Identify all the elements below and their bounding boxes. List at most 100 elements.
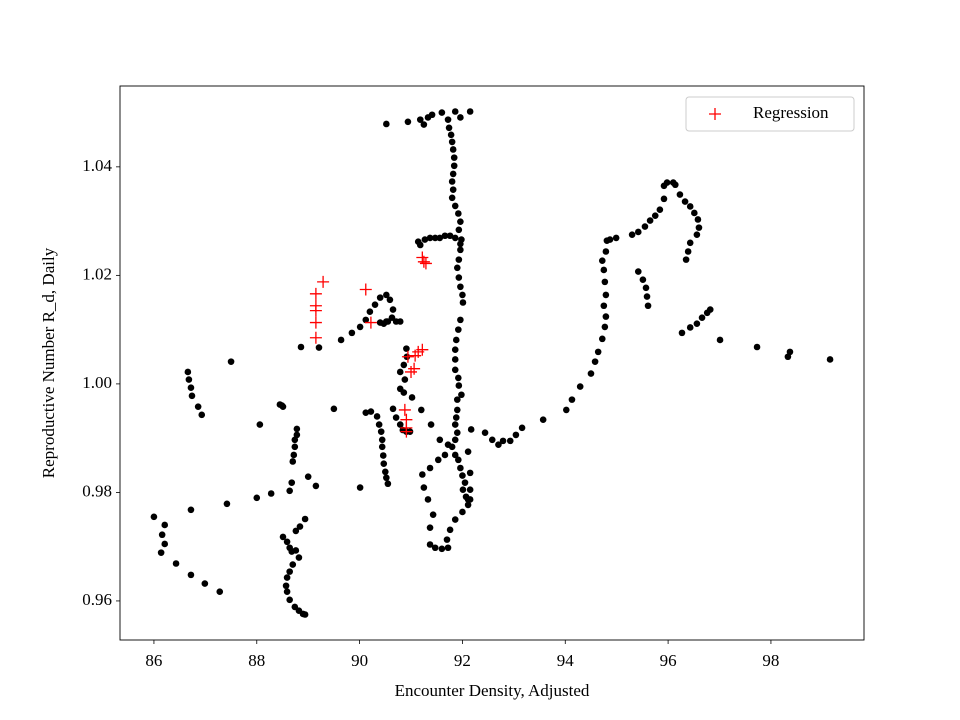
point	[467, 426, 475, 433]
point	[644, 302, 652, 310]
legend: Regression	[685, 96, 855, 132]
plus-marker	[364, 316, 377, 329]
point	[389, 405, 397, 413]
point	[404, 118, 412, 126]
point	[421, 236, 429, 243]
point	[451, 202, 459, 210]
point	[379, 452, 387, 459]
point	[386, 296, 394, 304]
point	[283, 588, 291, 596]
point	[356, 323, 364, 331]
point	[436, 436, 444, 444]
point	[518, 424, 526, 432]
series	[150, 108, 834, 618]
point	[464, 496, 472, 503]
point	[375, 421, 383, 428]
point	[447, 131, 455, 139]
x-tick-label: 94	[557, 651, 575, 670]
point	[371, 301, 379, 308]
point	[348, 329, 356, 337]
point	[455, 374, 462, 382]
point	[426, 541, 434, 548]
point	[296, 523, 304, 530]
point	[455, 210, 462, 217]
point	[598, 335, 606, 343]
point	[601, 323, 609, 331]
point	[459, 472, 466, 479]
plus-marker	[359, 283, 372, 296]
point	[158, 531, 166, 539]
point	[356, 484, 364, 491]
point	[383, 474, 390, 482]
point	[686, 239, 694, 247]
point	[457, 114, 464, 121]
point	[185, 376, 193, 383]
point	[426, 464, 434, 472]
point	[455, 256, 463, 263]
point	[383, 291, 390, 299]
point	[686, 203, 694, 210]
point	[693, 320, 701, 327]
point	[400, 361, 408, 369]
point	[446, 232, 454, 240]
point	[291, 443, 299, 451]
point	[161, 521, 169, 529]
point	[286, 596, 293, 604]
plus-marker	[309, 316, 322, 329]
point	[449, 170, 457, 178]
point	[706, 306, 714, 313]
point	[457, 464, 464, 472]
point	[451, 356, 459, 363]
point	[297, 343, 305, 351]
point	[367, 408, 375, 415]
point	[380, 460, 388, 467]
y-tick-label: 1.00	[82, 373, 112, 392]
plus-marker	[419, 257, 432, 270]
point	[678, 329, 686, 337]
point	[455, 274, 463, 281]
point	[161, 540, 169, 548]
point	[499, 437, 507, 445]
point	[453, 429, 461, 437]
point	[201, 580, 209, 587]
point	[383, 120, 390, 128]
point	[436, 234, 444, 242]
point	[458, 236, 465, 243]
point	[449, 146, 457, 153]
series	[309, 251, 432, 438]
point	[378, 436, 386, 444]
point	[418, 406, 425, 414]
point	[444, 116, 452, 123]
point	[445, 124, 453, 132]
point	[384, 480, 392, 488]
point	[441, 232, 449, 240]
point	[377, 428, 385, 435]
point	[362, 316, 370, 324]
point	[448, 178, 456, 185]
plus-marker	[416, 343, 429, 356]
point	[660, 195, 668, 203]
point	[289, 458, 297, 465]
point	[506, 437, 514, 445]
point	[157, 549, 165, 556]
point	[172, 560, 180, 567]
point	[362, 409, 370, 416]
legend-marker	[709, 108, 721, 120]
point	[448, 138, 456, 146]
legend-box	[685, 96, 855, 132]
point	[448, 194, 456, 202]
point	[628, 231, 636, 238]
point	[606, 236, 614, 243]
plus-marker	[417, 255, 430, 268]
point	[451, 451, 459, 459]
y-tick-label: 0.98	[82, 481, 112, 500]
point	[431, 544, 439, 552]
point	[466, 469, 474, 477]
point	[602, 313, 610, 320]
point	[453, 406, 461, 414]
plus-marker	[401, 350, 414, 363]
point	[693, 231, 701, 238]
point	[366, 308, 374, 316]
point	[450, 154, 458, 161]
